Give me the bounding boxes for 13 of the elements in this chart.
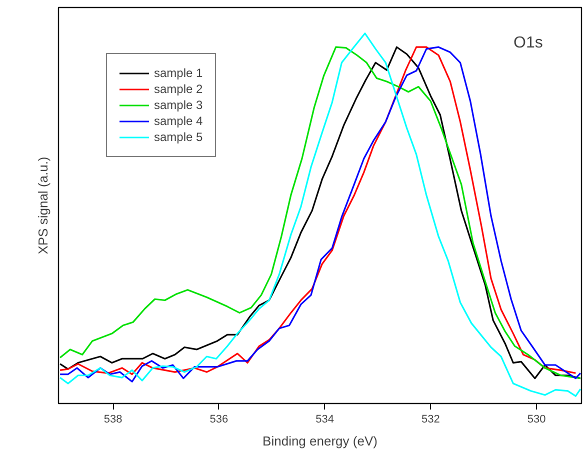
y-axis-title: XPS signal (a.u.) (36, 156, 50, 254)
x-tick-label: 538 (104, 414, 122, 426)
annotation: O1s (514, 34, 543, 52)
x-tick-label: 534 (316, 414, 334, 426)
legend-label: sample 4 (154, 114, 203, 128)
x-axis-title: Binding energy (eV) (262, 434, 378, 448)
legend-label: sample 2 (154, 82, 203, 96)
legend-label: sample 3 (154, 98, 203, 112)
x-tick-label: 532 (421, 414, 440, 426)
legend-label: sample 1 (154, 66, 203, 80)
legend-label: sample 5 (154, 130, 203, 144)
x-tick-label: 530 (527, 414, 546, 426)
x-tick-label: 536 (210, 414, 228, 426)
